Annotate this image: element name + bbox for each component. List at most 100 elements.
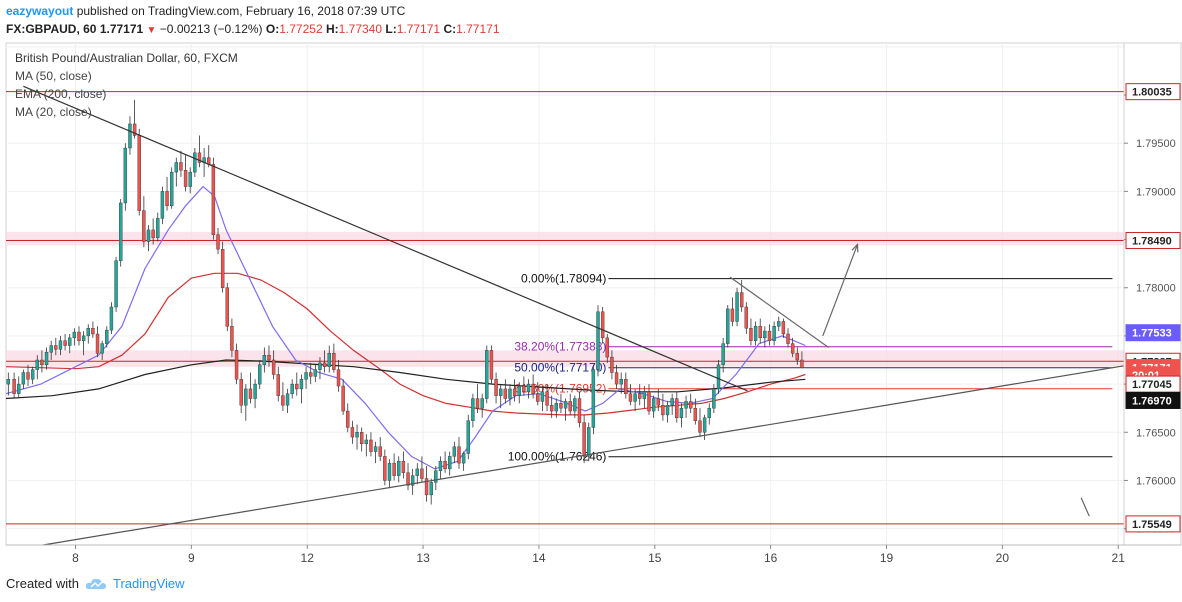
candle-body xyxy=(304,372,308,380)
candle-body xyxy=(332,353,336,370)
last-price: 1.77171 xyxy=(99,22,144,36)
candle-up xyxy=(6,372,11,396)
author-link[interactable]: eazywayout xyxy=(6,4,74,18)
candle-body xyxy=(712,388,716,409)
candle-body xyxy=(684,401,688,409)
candle-down xyxy=(647,384,651,415)
candle-body xyxy=(753,326,758,341)
candle-up xyxy=(679,403,684,428)
price-chart[interactable]: 0.00%(1.78094) 38.20%(1.77388) 50.00%(1.77… xyxy=(0,40,1182,570)
candle-up xyxy=(72,328,77,346)
candle-down xyxy=(230,318,234,358)
candle-body xyxy=(670,398,674,406)
candle-body xyxy=(559,403,563,409)
y-tick-label: 1.76000 xyxy=(1136,475,1176,487)
candle-down xyxy=(295,372,299,396)
candle-up xyxy=(169,167,174,209)
candle-body xyxy=(253,383,257,399)
candle-down xyxy=(536,382,540,406)
candle-down xyxy=(503,379,508,404)
x-tick-label: 8 xyxy=(72,551,79,565)
candle-up xyxy=(429,478,433,505)
candle-body xyxy=(68,337,72,346)
x-tick-label: 15 xyxy=(648,551,662,565)
candle-body xyxy=(489,350,494,380)
candle-down xyxy=(281,382,285,412)
candle-body xyxy=(610,356,614,373)
candle-up xyxy=(753,321,758,346)
candle-up xyxy=(128,116,132,155)
candle-body xyxy=(475,398,480,409)
candle-down xyxy=(549,395,554,418)
y-tick-label: 1.76500 xyxy=(1136,427,1176,439)
candle-body xyxy=(406,472,410,486)
candle-body xyxy=(656,398,660,406)
candle-body xyxy=(522,385,526,392)
candle-up xyxy=(30,366,35,385)
x-tick-label: 14 xyxy=(532,551,546,565)
y-tick-label: 1.79000 xyxy=(1136,186,1176,198)
candle-body xyxy=(327,353,331,367)
candle-body xyxy=(258,364,262,385)
candle-up xyxy=(285,388,290,413)
x-tick-label: 16 xyxy=(764,551,778,565)
candle-up xyxy=(735,287,739,327)
candle-body xyxy=(276,374,280,396)
candle-body xyxy=(299,379,304,390)
high-label: H: xyxy=(325,22,339,36)
candle-body xyxy=(689,401,693,409)
candle-down xyxy=(559,393,563,413)
candle-up xyxy=(563,398,568,421)
candle-body xyxy=(355,432,359,438)
candle-body xyxy=(702,417,707,433)
candle-body xyxy=(434,470,438,483)
tradingview-link[interactable]: TradingView xyxy=(112,576,185,591)
footer: Created with TradingView xyxy=(6,576,185,591)
candle-down xyxy=(165,176,169,211)
candle-down xyxy=(369,432,373,457)
candle-down xyxy=(40,350,44,373)
candle-body xyxy=(749,328,753,341)
candle-body xyxy=(44,352,49,366)
candle-body xyxy=(563,401,568,409)
candle-body xyxy=(772,326,776,341)
candle-down xyxy=(137,128,141,216)
candle-body xyxy=(123,147,128,204)
candle-up xyxy=(670,393,674,415)
candle-up xyxy=(355,424,359,450)
candle-body xyxy=(536,393,540,402)
candle-up xyxy=(554,398,559,418)
price-badge: 1.77533 xyxy=(1125,324,1181,342)
candle-body xyxy=(248,388,253,399)
candle-down xyxy=(267,345,271,367)
candle-body xyxy=(591,369,596,428)
candle-body xyxy=(193,152,197,173)
tradingview-cloud-icon xyxy=(85,578,106,589)
candle-up xyxy=(540,386,545,412)
candle-body xyxy=(267,354,271,361)
fib-level-label: 100.00%(1.76246) xyxy=(508,450,607,464)
candle-body xyxy=(438,460,443,472)
candle-down xyxy=(332,343,336,373)
candle-down xyxy=(406,463,410,491)
candle-down xyxy=(54,337,58,356)
candle-body xyxy=(318,362,322,370)
candle-down xyxy=(26,364,30,387)
price-badge: 1.78490 xyxy=(1125,232,1181,250)
candle-body xyxy=(151,229,155,238)
candle-body xyxy=(271,359,276,375)
price-badge-box xyxy=(1125,391,1181,409)
candle-body xyxy=(420,468,424,479)
close-value: 1.77171 xyxy=(456,22,500,36)
chart-area[interactable]: 0.00%(1.78094) 38.20%(1.77388) 50.00%(1.77… xyxy=(0,40,1182,570)
candle-up xyxy=(721,337,725,373)
candle-up xyxy=(58,335,63,356)
candle-body xyxy=(49,345,53,353)
price-badge-label: 1.77533 xyxy=(1132,328,1172,340)
candle-down xyxy=(656,388,660,412)
price-badge-box xyxy=(1125,232,1181,250)
candle-down xyxy=(494,372,498,404)
trendline xyxy=(23,85,748,392)
candle-body xyxy=(531,383,535,394)
candle-down xyxy=(383,449,387,486)
